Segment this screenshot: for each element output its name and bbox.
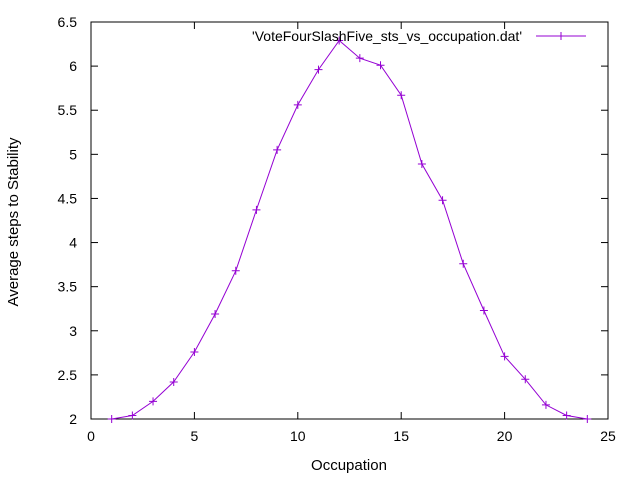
data-point bbox=[479, 306, 488, 315]
data-point bbox=[149, 397, 158, 406]
data-point bbox=[211, 310, 220, 319]
legend-label: 'VoteFourSlashFive_sts_vs_occupation.dat… bbox=[252, 28, 522, 44]
x-tick-label: 15 bbox=[393, 428, 409, 444]
data-point bbox=[314, 65, 323, 74]
data-point bbox=[438, 196, 447, 205]
legend: 'VoteFourSlashFive_sts_vs_occupation.dat… bbox=[252, 28, 586, 44]
x-tick-label: 10 bbox=[290, 428, 306, 444]
y-tick-label: 6.5 bbox=[58, 14, 78, 30]
y-tick-label: 4 bbox=[69, 235, 77, 251]
x-tick-label: 0 bbox=[87, 428, 95, 444]
data-point bbox=[500, 352, 509, 361]
data-point bbox=[293, 100, 302, 109]
x-tick-label: 20 bbox=[497, 428, 513, 444]
data-point bbox=[335, 36, 344, 45]
data-point bbox=[273, 145, 282, 154]
data-point bbox=[376, 61, 385, 70]
data-point bbox=[231, 266, 240, 275]
x-tick-label: 25 bbox=[600, 428, 616, 444]
data-point bbox=[355, 54, 364, 63]
x-tick-label: 5 bbox=[191, 428, 199, 444]
data-point bbox=[190, 347, 199, 356]
y-tick-label: 5 bbox=[69, 146, 77, 162]
series-line bbox=[111, 39, 588, 420]
data-point bbox=[169, 377, 178, 386]
data-point bbox=[252, 205, 261, 214]
data-point bbox=[397, 91, 406, 100]
y-tick-label: 3.5 bbox=[58, 279, 78, 295]
legend-marker bbox=[557, 32, 565, 40]
data-point bbox=[562, 411, 571, 420]
legend-marker-plus bbox=[557, 32, 565, 40]
data-point bbox=[459, 259, 468, 268]
x-axis-label: Occupation bbox=[311, 457, 387, 474]
data-point bbox=[521, 375, 530, 384]
data-point bbox=[417, 160, 426, 169]
y-tick-label: 4.5 bbox=[58, 190, 78, 206]
y-tick-label: 2 bbox=[69, 411, 77, 427]
data-point bbox=[583, 415, 592, 423]
series-layer bbox=[107, 36, 592, 423]
plot-area-frame bbox=[90, 21, 609, 420]
data-point bbox=[541, 400, 550, 409]
data-point bbox=[128, 411, 137, 420]
y-tick-label: 2.5 bbox=[58, 367, 78, 383]
y-tick-label: 5.5 bbox=[58, 102, 78, 118]
axis-ticks: 0 5 10 15 20 25 2 2.5 3 3.5 4 4.5 5 5.5 6 6.5 bbox=[58, 14, 616, 444]
y-tick-label: 6 bbox=[69, 58, 77, 74]
y-tick-label: 3 bbox=[69, 323, 77, 339]
data-point bbox=[107, 415, 116, 423]
y-axis-label: Average steps to Stability bbox=[5, 137, 22, 306]
